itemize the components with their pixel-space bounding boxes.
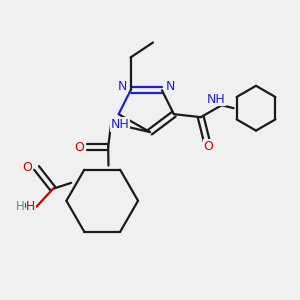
- Text: H: H: [16, 200, 25, 213]
- Text: O: O: [74, 140, 84, 154]
- Text: N: N: [118, 80, 127, 93]
- Text: OH: OH: [16, 200, 36, 213]
- Text: N: N: [166, 80, 175, 93]
- Text: NH: NH: [111, 118, 130, 131]
- Text: O: O: [203, 140, 213, 153]
- Text: O: O: [22, 161, 32, 174]
- Text: NH: NH: [206, 93, 225, 106]
